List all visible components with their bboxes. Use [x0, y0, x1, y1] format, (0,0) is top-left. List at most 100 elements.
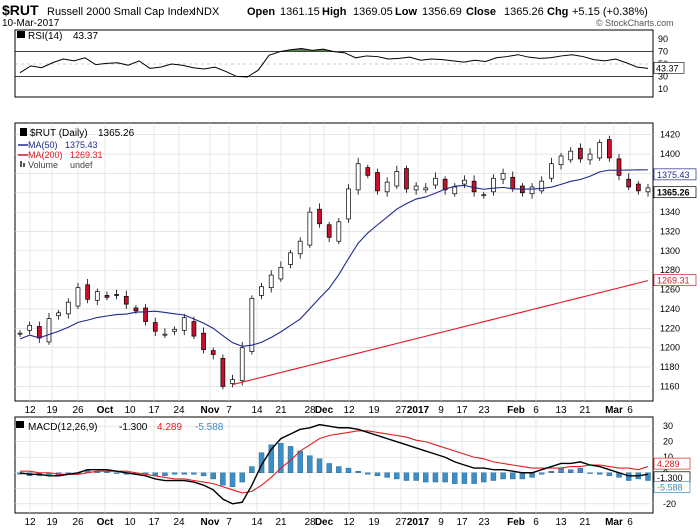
macd-histogram-bar [384, 472, 390, 478]
high-value: 1369.05 [353, 6, 393, 18]
candle-body [616, 158, 622, 176]
macd-histogram-bar [239, 472, 245, 483]
macd-line [19, 423, 649, 505]
candle-body [56, 312, 61, 317]
candle-body [191, 321, 197, 337]
candle-body [317, 208, 322, 225]
candle-body [181, 317, 187, 331]
macd-histogram-bar [452, 472, 458, 484]
price-y-tick-label: 1220 [660, 323, 680, 333]
rsi-y-tick-label: 90 [658, 34, 668, 44]
price-x-tick-label: 19 [368, 405, 380, 416]
candle-body [326, 224, 332, 238]
price-x-tick-label: 26 [72, 405, 84, 416]
macd-y-tick-label: 30 [663, 421, 673, 431]
candle-body [36, 326, 42, 339]
last-value-text-ma200: 1269.31 [657, 276, 690, 286]
ma50-line [19, 169, 649, 347]
price-x-tick-label: 28 [304, 405, 316, 416]
price-legend: MA(50) 1375.43 MA(200) 1269.31 Volume un… [18, 140, 103, 170]
candle-body [239, 347, 245, 381]
candle-body [152, 322, 158, 332]
macd-histogram-bar [394, 472, 400, 480]
volume-legend-value: undef [70, 160, 93, 170]
macd-histogram-bar [181, 472, 187, 475]
macd-histogram-bar [210, 472, 216, 480]
price-x-tick-label: 7 [226, 405, 232, 416]
macd-histogram-bar [471, 472, 477, 484]
macd-x-tick-label: Mar [605, 517, 623, 528]
candle-body [210, 350, 216, 355]
macd-histogram-bar [297, 450, 303, 473]
price-x-tick-label: 19 [46, 405, 58, 416]
candle-body [558, 155, 564, 166]
price-y-tick-label: 1280 [660, 265, 680, 275]
macd-x-tick-label: 9 [438, 517, 444, 528]
price-x-tick-label: 17 [148, 405, 160, 416]
low-label: Low [395, 6, 417, 18]
candle-body [529, 186, 535, 195]
candle-body [462, 179, 467, 185]
rsi-title-label: RSI(14) [28, 31, 62, 42]
price-y-tick-label: 1260 [660, 285, 680, 295]
candle-body [201, 332, 206, 350]
change-label: Chg [547, 6, 568, 18]
ma50-legend-name: MA(50) [28, 140, 58, 150]
candle-body [375, 172, 380, 192]
macd-histogram-bar [558, 467, 564, 473]
open-value: 1361.15 [280, 6, 320, 18]
macd-x-tick-label: 6 [533, 517, 539, 528]
macd-last-value-text-signal: 4.289 [657, 459, 680, 469]
open-label: Open [247, 6, 275, 18]
candle-body [549, 163, 554, 179]
macd-x-tick-label: 2017 [407, 517, 430, 528]
macd-histogram-bar [278, 443, 284, 473]
macd-histogram-bar [481, 472, 487, 483]
macd-histogram-bar [432, 472, 439, 483]
price-x-tick-label: 14 [251, 405, 263, 416]
candle-body [259, 286, 264, 296]
candle-body [172, 328, 177, 332]
candle-body [268, 274, 274, 289]
macd-x-tick-label: 6 [627, 517, 633, 528]
price-layer: 1420140013801360134013201300128012601240… [15, 123, 697, 401]
macd-x-tick-label: 12 [343, 517, 355, 528]
candle-body [17, 332, 23, 335]
macd-title-signal-value: 4.289 [157, 422, 182, 433]
candle-body [384, 181, 390, 193]
candle-body [471, 180, 477, 193]
change-value: +5.15 (+0.38%) [572, 6, 648, 18]
price-x-tick-label: 6 [627, 405, 633, 416]
macd-histogram-bar [539, 472, 545, 475]
macd-histogram-bar [345, 467, 352, 473]
macd-x-tick-label: 21 [275, 517, 287, 528]
price-x-tick-label: 9 [438, 405, 444, 416]
price-x-tick-label: 10 [124, 405, 136, 416]
last-value-box-ma200 [653, 274, 697, 286]
macd-title-marker [16, 421, 24, 428]
candle-body [500, 173, 506, 180]
macd-histogram-bar [268, 444, 274, 473]
macd-histogram-bar [568, 469, 574, 473]
watermark: © StockCharts.com [596, 18, 674, 28]
rsi-last-value-box [653, 62, 685, 74]
last-value-box-ma50 [653, 168, 697, 181]
rsi-y-tick-label: 10 [658, 84, 668, 94]
macd-last-value-text-histogram: -5.588 [657, 482, 683, 492]
macd-x-tick-label: 17 [456, 517, 468, 528]
macd-histogram-bar [500, 472, 506, 480]
volume-legend-name: Volume [28, 160, 58, 170]
price-title-marker [20, 128, 27, 136]
macd-histogram-bar [365, 472, 371, 475]
price-x-tick-label: Dec [315, 405, 334, 416]
candle-body [510, 176, 516, 190]
macd-x-tick-label: 17 [148, 517, 160, 528]
macd-histogram-bar [249, 466, 255, 473]
price-y-tick-label: 1320 [660, 227, 680, 237]
macd-y-tick-label: 20 [663, 437, 673, 447]
rsi-title-value: 43.37 [73, 31, 98, 42]
macd-x-tick-label: 23 [478, 517, 490, 528]
macd-histogram-bar [355, 471, 361, 473]
candle-body [355, 163, 361, 191]
